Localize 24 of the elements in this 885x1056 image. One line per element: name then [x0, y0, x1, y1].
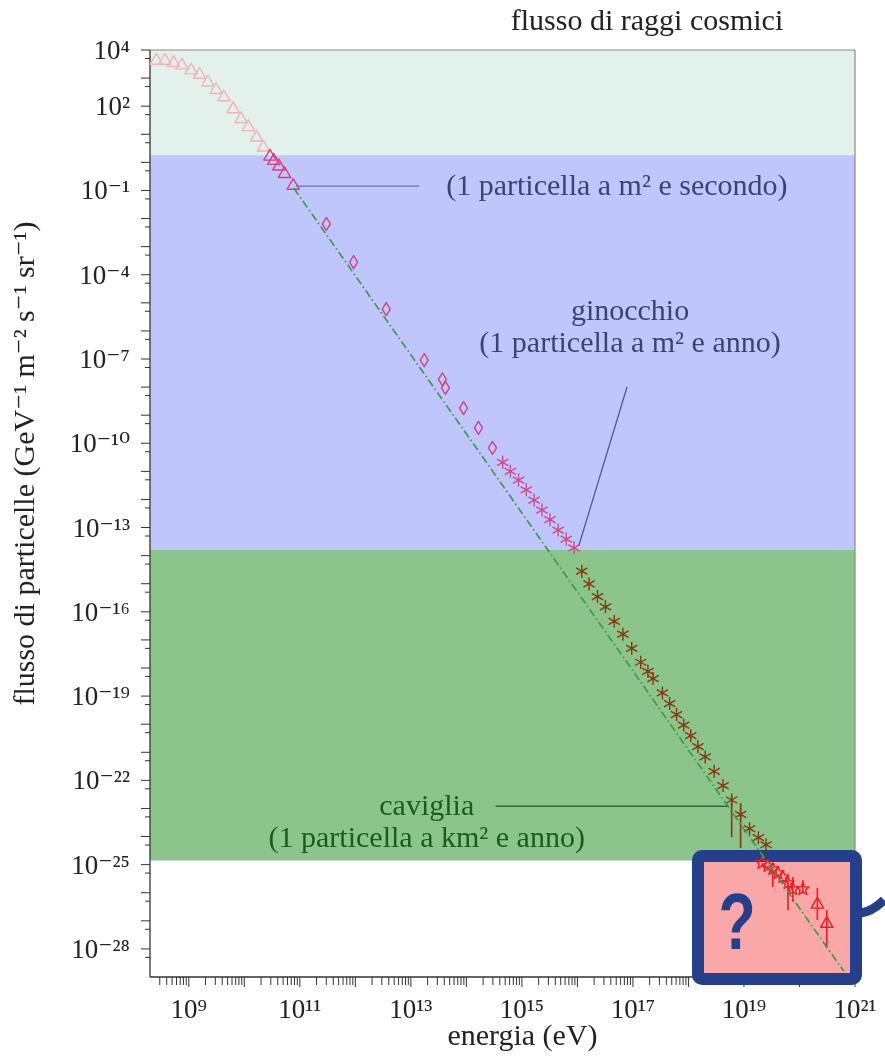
y-tick-label: 10⁻²⁵ — [71, 849, 130, 880]
y-tick-label: 10⁻²² — [72, 765, 130, 796]
y-tick-label: 10⁻²⁸ — [71, 933, 130, 964]
x-tick-label: 10²¹ — [833, 994, 877, 1024]
y-tick-label: 10⁻¹⁶ — [71, 596, 130, 627]
y-tick-label: 10⁻¹ — [80, 175, 130, 206]
y-tick-label: 10⁻¹⁹ — [71, 681, 130, 712]
y-axis-title: flusso di particelle (GeV⁻¹ m⁻² s⁻¹ sr⁻¹) — [7, 221, 41, 706]
y-tick-label: 10⁻⁷ — [79, 344, 130, 374]
x-tick-label: 10¹¹ — [278, 994, 322, 1024]
chart-title: flusso di raggi cosmici — [510, 3, 784, 36]
x-tick-label: 10¹⁷ — [610, 994, 656, 1024]
x-tick-label: 10¹³ — [389, 994, 433, 1024]
x-tick-label: 10⁹ — [170, 994, 208, 1024]
y-tick-label: 10⁻⁴ — [79, 259, 130, 290]
annotation: ginocchio (1 particella a m² e anno) — [479, 292, 781, 359]
y-tick-label: 10⁻¹⁰ — [69, 428, 131, 459]
annotation: (1 particella a m² e secondo) — [446, 168, 788, 203]
annotation: ? — [718, 876, 756, 966]
y-tick-label: 10⁴ — [93, 35, 130, 65]
annotation: caviglia (1 particella a km² e anno) — [268, 788, 585, 855]
y-tick-label: 10⁻¹³ — [72, 512, 130, 543]
x-tick-label: 10¹⁹ — [721, 994, 767, 1024]
y-tick-label: 10² — [94, 91, 130, 122]
